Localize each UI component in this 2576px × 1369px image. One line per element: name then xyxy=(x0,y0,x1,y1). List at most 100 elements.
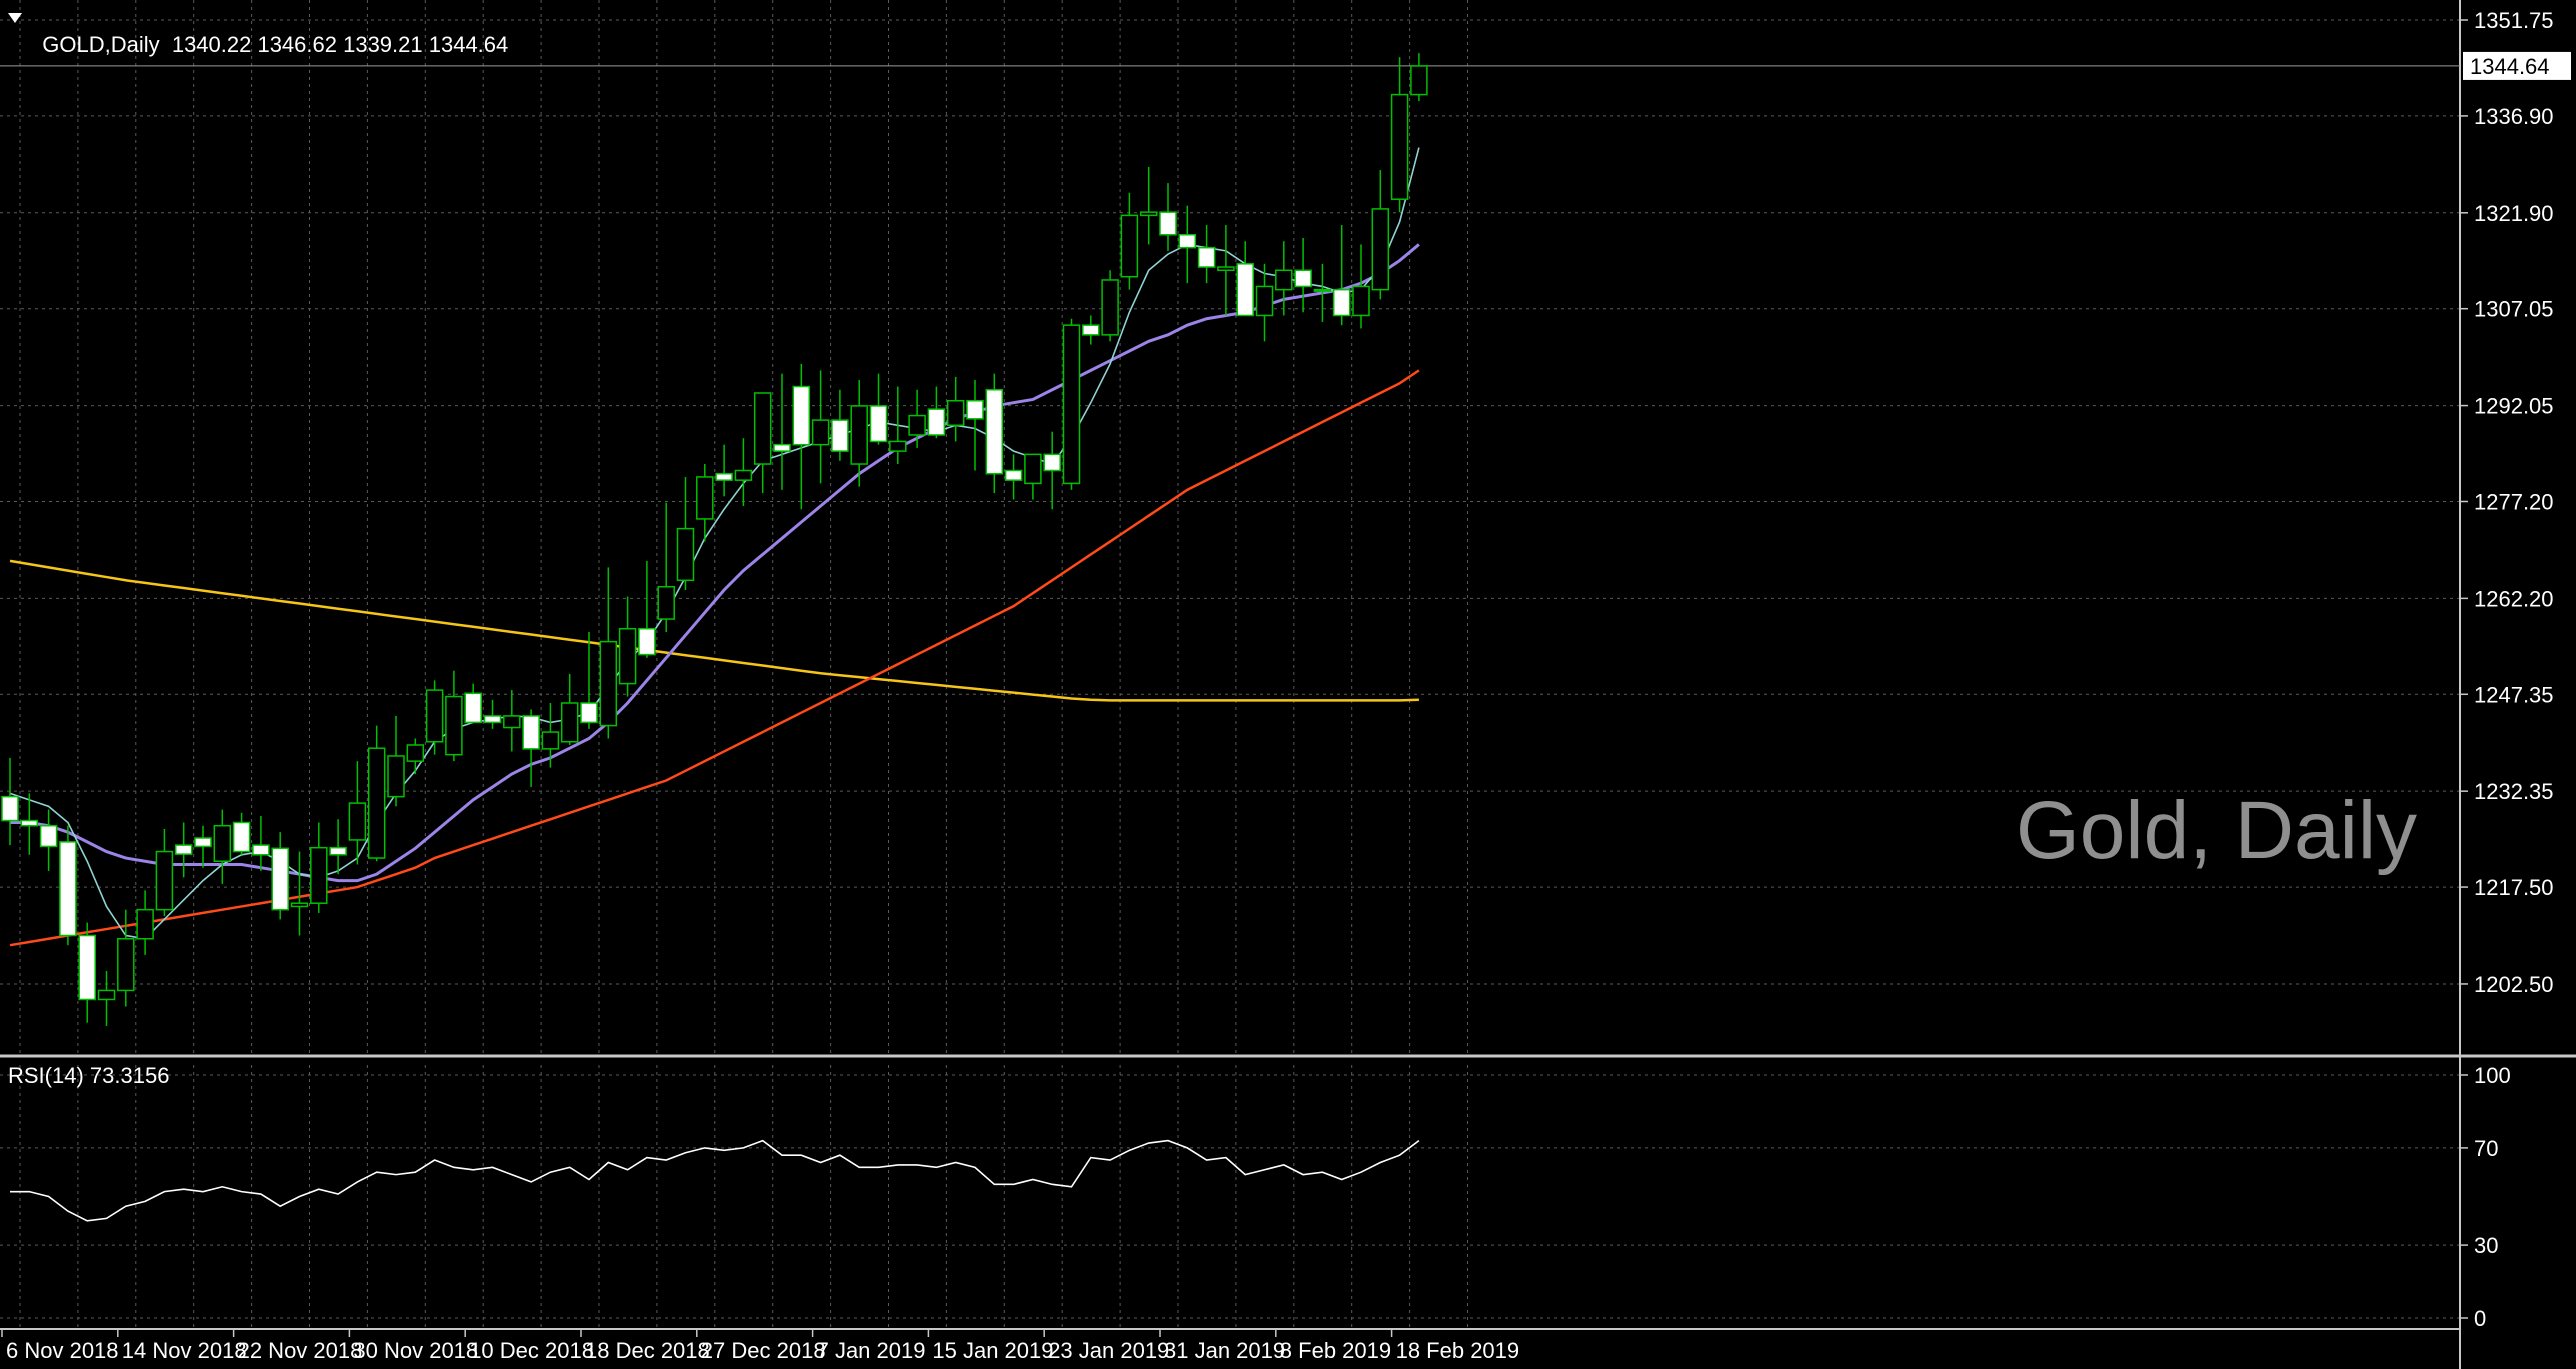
candle-body xyxy=(753,392,772,465)
candle-body xyxy=(503,715,521,729)
price-axis-label: 1262.20 xyxy=(2474,586,2554,611)
time-axis-label: 18 Feb 2019 xyxy=(1396,1338,1520,1363)
candle xyxy=(1410,53,1428,101)
candle-body xyxy=(1275,269,1293,291)
candle xyxy=(580,631,598,729)
candle-body xyxy=(425,689,444,743)
candle-body xyxy=(290,902,309,908)
time-axis-label: 15 Jan 2019 xyxy=(932,1338,1053,1363)
candle xyxy=(155,828,174,917)
candle xyxy=(1101,270,1119,342)
ma-slow-line xyxy=(9,369,1420,947)
candle-body xyxy=(406,744,425,762)
candle xyxy=(1275,241,1293,316)
candle xyxy=(850,380,868,487)
candle-body xyxy=(1332,288,1351,317)
candle-body xyxy=(174,844,193,855)
candle-body xyxy=(155,850,174,911)
time-axis-label: 22 Nov 2018 xyxy=(238,1338,363,1363)
candle xyxy=(1139,166,1158,245)
candle-body xyxy=(271,847,289,911)
candle xyxy=(483,699,502,729)
price-axis-label: 1232.35 xyxy=(2474,779,2554,804)
candle xyxy=(676,476,695,590)
candle xyxy=(117,909,135,1007)
candle-body xyxy=(1024,453,1042,485)
candle-body xyxy=(715,472,733,481)
candle xyxy=(503,690,521,752)
collapse-triangle-icon[interactable] xyxy=(8,13,22,23)
candle xyxy=(1352,244,1370,329)
candle xyxy=(1294,237,1312,313)
candle xyxy=(1,757,19,846)
candle xyxy=(232,812,251,855)
price-axis-label: 1321.90 xyxy=(2474,201,2554,226)
ma-long-line xyxy=(9,559,1419,702)
candle-body xyxy=(348,802,367,841)
time-axis-label: 30 Nov 2018 xyxy=(353,1338,478,1363)
candle xyxy=(59,825,77,946)
candle-body xyxy=(869,405,888,443)
candle-body xyxy=(889,440,907,452)
candle-body xyxy=(117,937,135,992)
candle xyxy=(831,389,849,461)
time-axis-label: 7 Jan 2019 xyxy=(817,1338,926,1363)
candle-body xyxy=(1294,269,1312,288)
candle xyxy=(638,560,656,658)
ma-mid-line xyxy=(10,243,1420,883)
candle xyxy=(773,373,791,490)
candle-body xyxy=(580,702,598,724)
candle xyxy=(657,502,675,632)
candle-body xyxy=(792,385,811,446)
candle xyxy=(715,444,733,497)
candle-body xyxy=(1236,263,1254,317)
candle-body xyxy=(483,715,502,724)
candle xyxy=(97,971,116,1026)
candle-body xyxy=(618,627,637,685)
candle xyxy=(1197,225,1216,284)
candle xyxy=(696,464,714,542)
candle-body xyxy=(560,702,579,743)
symbol-timeframe: GOLD,Daily xyxy=(42,32,160,57)
candle-body xyxy=(1043,453,1061,472)
candle-body xyxy=(97,989,116,1001)
candle-body xyxy=(1120,214,1139,278)
rsi-label: RSI(14) 73.3156 xyxy=(8,1063,170,1088)
candle-body xyxy=(831,419,849,452)
ohlc-values: 1340.22 1346.62 1339.21 1344.64 xyxy=(171,32,509,57)
candle-body xyxy=(734,469,753,481)
candle xyxy=(889,386,907,465)
candle-body xyxy=(946,399,965,427)
candle-body xyxy=(541,731,560,750)
candle xyxy=(252,816,270,871)
candle xyxy=(541,703,560,768)
candle-body xyxy=(1159,211,1177,236)
candle-body xyxy=(39,824,58,848)
candle xyxy=(406,738,425,775)
candle xyxy=(599,567,618,739)
candle-body xyxy=(1062,324,1081,485)
rsi-axis-label: 0 xyxy=(2474,1306,2486,1331)
candle-body xyxy=(1082,324,1100,336)
candle-body xyxy=(367,747,386,859)
time-axis-label: 14 Nov 2018 xyxy=(122,1338,247,1363)
candle-body xyxy=(310,846,328,904)
price-axis-label: 1247.35 xyxy=(2474,682,2554,707)
candle xyxy=(213,809,232,884)
candle xyxy=(908,389,926,448)
candle-body xyxy=(136,908,154,940)
candle-body xyxy=(1371,208,1390,291)
candle-body xyxy=(811,419,830,446)
price-axis-label: 1336.90 xyxy=(2474,104,2554,129)
candle xyxy=(194,825,212,868)
candle xyxy=(425,680,444,755)
candle xyxy=(1255,263,1274,342)
candle xyxy=(1120,192,1139,290)
candle xyxy=(1313,263,1332,322)
candle xyxy=(753,392,772,494)
candle-body xyxy=(1101,279,1119,336)
candle xyxy=(174,822,193,878)
candle xyxy=(734,438,753,507)
